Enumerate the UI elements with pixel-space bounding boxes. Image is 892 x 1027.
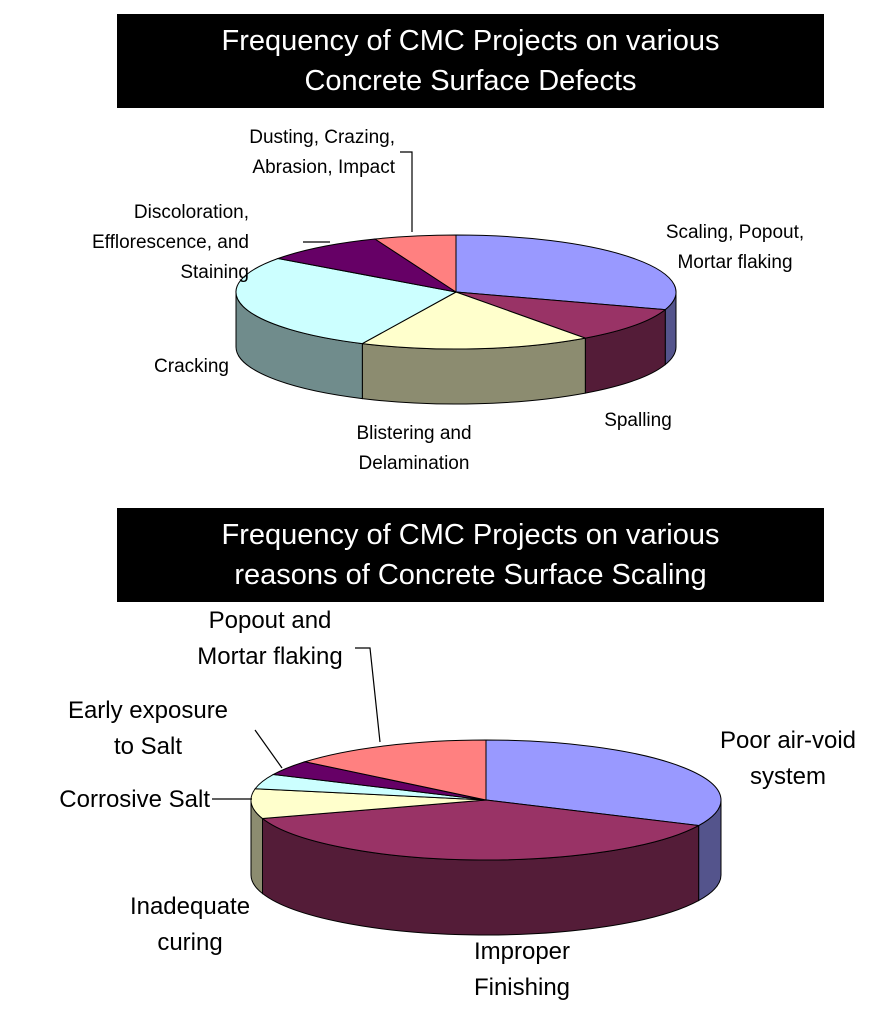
pie-2-label-3-line-2: curing [157, 929, 222, 956]
pie-2-label-2-line-2: Finishing [474, 974, 570, 1001]
pie-chart-2-sides [250, 799, 722, 936]
pie-1-slice-2 [455, 291, 667, 339]
pie-2-leader-line-6 [355, 647, 381, 743]
pie-1-label-5-line-2: Efflorescence, and [92, 232, 249, 253]
pie-1-label-3-line-1: Blistering and [356, 423, 471, 444]
pie-1-label-1-line-1: Scaling, Popout, [666, 222, 804, 243]
pie-2-label-4: Corrosive Salt [59, 786, 210, 813]
pie-1-label-3: Blistering and Delamination [356, 423, 471, 474]
pie-chart-1-labels: Scaling, Popout, Mortar flaking Spalling Bl… [92, 127, 804, 474]
pie-2-label-5-line-1: Early exposure [68, 697, 228, 724]
pie-2-label-5-line-2: to Salt [114, 733, 182, 760]
pie-1-label-6-line-1: Dusting, Crazing, [249, 127, 395, 148]
pie-chart-1: Scaling, Popout, Mortar flaking Spalling Bl… [92, 127, 804, 474]
chart-1-title-line-1: Frequency of CMC Projects on various [221, 25, 720, 57]
pie-2-label-6: Popout and Mortar flaking [197, 607, 342, 670]
pie-1-label-2-line-1: Spalling [604, 410, 672, 431]
pie-1-slice-3 [360, 291, 588, 350]
pie-1-label-6-line-2: Abrasion, Impact [252, 157, 395, 178]
pie-2-slice-2 [261, 799, 701, 861]
pie-2-label-3: Inadequate curing [130, 893, 250, 956]
pie-chart-2-labels: Poor air-void system Improper Finishing Inad… [59, 607, 856, 1001]
pie-1-slice-1 [455, 234, 677, 311]
pie-1-label-3-line-2: Delamination [359, 453, 470, 474]
pie-2-label-5: Early exposure to Salt [68, 697, 228, 760]
pie-2-label-1-line-1: Poor air-void [720, 727, 856, 754]
chart-1-title-line-2: Concrete Surface Defects [304, 65, 637, 97]
pie-1-slice-6 [373, 234, 457, 293]
pie-1-label-1: Scaling, Popout, Mortar flaking [666, 222, 804, 273]
pie-1-label-4-line-1: Cracking [154, 356, 229, 377]
pie-2-leader-line-5 [254, 729, 283, 769]
pie-1-label-4: Cracking [154, 356, 229, 377]
chart-2-title: Frequency of CMC Projects on various rea… [117, 508, 824, 602]
pie-chart-2-tops [250, 739, 722, 861]
pie-2-label-6-line-2: Mortar flaking [197, 643, 342, 670]
pie-1-leader-line-6 [400, 151, 413, 232]
pie-2-label-1-line-2: system [750, 763, 826, 790]
pie-2-label-2-line-1: Improper [474, 938, 570, 965]
pie-2-slice-1 [485, 739, 722, 827]
chart-2-title-line-1: Frequency of CMC Projects on various [221, 519, 720, 551]
chart-1-title: Frequency of CMC Projects on various Con… [117, 14, 824, 108]
pie-chart-2: Poor air-void system Improper Finishing Inad… [59, 607, 856, 1001]
pie-2-label-3-line-1: Inadequate [130, 893, 250, 920]
pie-2-slice-3 [250, 788, 487, 820]
pie-chart-1-sides [235, 291, 677, 405]
pie-2-label-2: Improper Finishing [474, 938, 570, 1001]
pie-2-label-4-line-1: Corrosive Salt [59, 786, 210, 813]
pie-1-label-6: Dusting, Crazing, Abrasion, Impact [249, 127, 395, 178]
pie-1-label-2: Spalling [604, 410, 672, 431]
pie-2-slice-6 [302, 739, 487, 801]
chart-2-title-line-2: reasons of Concrete Surface Scaling [234, 559, 707, 591]
pie-2-label-6-line-1: Popout and [209, 607, 332, 634]
pie-chart-1-tops [235, 234, 677, 350]
pie-1-label-5-line-3: Staining [180, 262, 249, 283]
pie-1-label-1-line-2: Mortar flaking [677, 252, 792, 273]
pie-1-label-5: Discoloration, Efflorescence, and Staining [92, 202, 249, 283]
pie-1-slice-4 [235, 257, 458, 345]
pie-1-slice-5 [276, 238, 457, 293]
pie-2-label-1: Poor air-void system [720, 727, 856, 790]
pie-1-label-5-line-1: Discoloration, [134, 202, 249, 223]
